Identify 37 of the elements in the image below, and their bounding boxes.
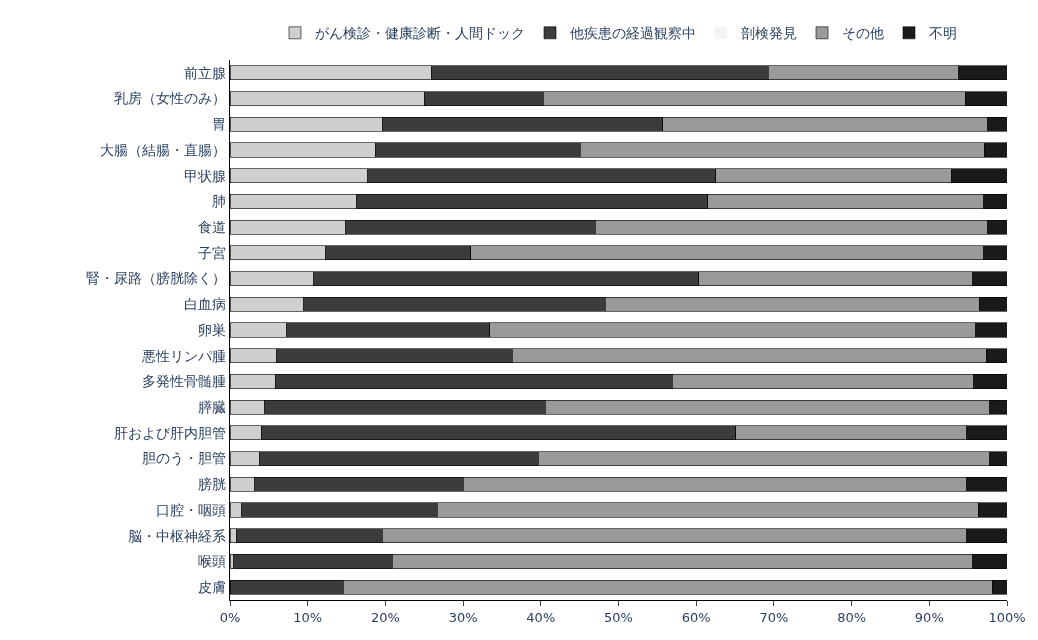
y-tick-label: 多発性骨髄腫 [142, 373, 227, 390]
y-tick-label: 悪性リンパ腫 [141, 347, 227, 364]
y-tick-label: 膀胱 [198, 476, 227, 493]
x-tick-label: 20% [370, 609, 400, 625]
y-tick-label: 肺 [212, 193, 227, 210]
y-tick-label: 卵巣 [198, 321, 227, 338]
legend-label: 不明 [929, 25, 957, 42]
y-tick-label: 喉頭 [198, 553, 227, 570]
y-tick-label: 甲状腺 [184, 167, 227, 184]
legend-label: がん検診・健康診断・人間ドック [315, 25, 525, 42]
y-tick-label: 皮膚 [198, 579, 227, 596]
y-tick-label: 口腔・咽頭 [156, 501, 227, 518]
x-tick-label: 80% [837, 609, 867, 625]
y-tick-label: 肝および肝内胆管 [114, 424, 227, 441]
y-tick-label: 大腸（結腸・直腸） [100, 141, 227, 158]
legend-label: その他 [842, 25, 884, 42]
x-tick-label: 10% [293, 609, 323, 625]
x-tick-label: 40% [526, 609, 556, 625]
y-tick-label: 食道 [198, 219, 227, 236]
x-tick-label: 70% [759, 609, 789, 625]
y-tick-label: 脳・中枢神経系 [128, 527, 227, 544]
x-tick-label: 30% [448, 609, 478, 625]
y-tick-label: 前立腺 [184, 64, 227, 81]
y-tick-label: 白血病 [184, 296, 227, 313]
y-tick-label: 胃 [212, 116, 227, 133]
legend-label: 剖検発見 [741, 25, 797, 42]
x-tick-label: 0% [219, 609, 241, 625]
y-tick-label: 乳房（女性のみ） [114, 90, 227, 107]
legend-label: 他疾患の経過観察中 [570, 25, 696, 42]
x-tick-label: 90% [914, 609, 944, 625]
y-tick-label: 腎・尿路（膀胱除く） [86, 270, 227, 287]
x-tick-label: 50% [604, 609, 633, 625]
y-tick-label: 子宮 [198, 244, 227, 261]
x-tick-label: 60% [681, 609, 711, 625]
y-tick-label: 膵臓 [198, 399, 227, 416]
x-tick-label: 100% [988, 609, 1026, 625]
y-tick-label: 胆のう・胆管 [142, 450, 227, 467]
